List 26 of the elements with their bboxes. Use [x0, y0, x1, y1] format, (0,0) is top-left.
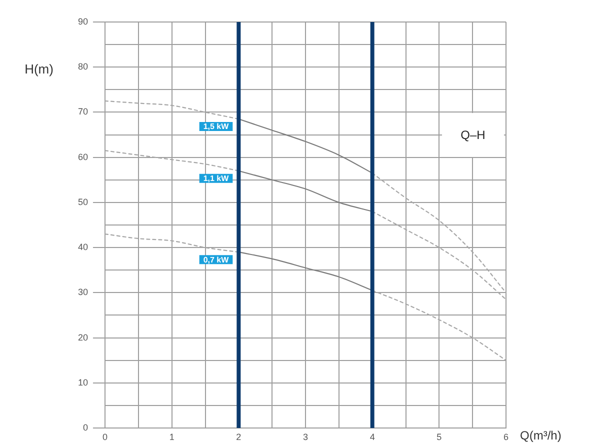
y-axis-title: H(m)	[24, 62, 54, 77]
x-tick-label: 5	[436, 432, 442, 442]
x-tick-label: 0	[102, 432, 108, 442]
x-tick-label: 6	[503, 432, 509, 442]
y-tick-label: 90	[78, 16, 88, 26]
series-label: 1,1 kW	[203, 174, 230, 184]
series-label: 1,5 kW	[203, 122, 230, 132]
y-tick-label: 0	[82, 422, 88, 432]
y-tick-label: 60	[78, 152, 88, 162]
x-tick-label: 2	[236, 432, 242, 442]
y-tick-label: 20	[78, 332, 88, 342]
line-series	[238, 170, 373, 212]
y-tick-label: 50	[78, 196, 88, 207]
line-series	[238, 118, 373, 174]
series-label: 0,7 kW	[203, 255, 230, 264]
y-tick-label: 30	[78, 287, 88, 298]
annotation: Q–H	[460, 128, 486, 142]
y-tick-label: 40	[78, 242, 88, 252]
y-tick-label: 70	[78, 106, 88, 117]
x-tick-label: 1	[169, 432, 174, 442]
x-tick-label: 3	[302, 432, 308, 442]
y-tick-label: 10	[78, 377, 88, 388]
x-tick-label: 4	[370, 432, 375, 442]
line-series	[238, 252, 373, 291]
x-axis-title: Q(m³/h)	[520, 428, 562, 442]
y-tick-label: 80	[78, 62, 88, 72]
